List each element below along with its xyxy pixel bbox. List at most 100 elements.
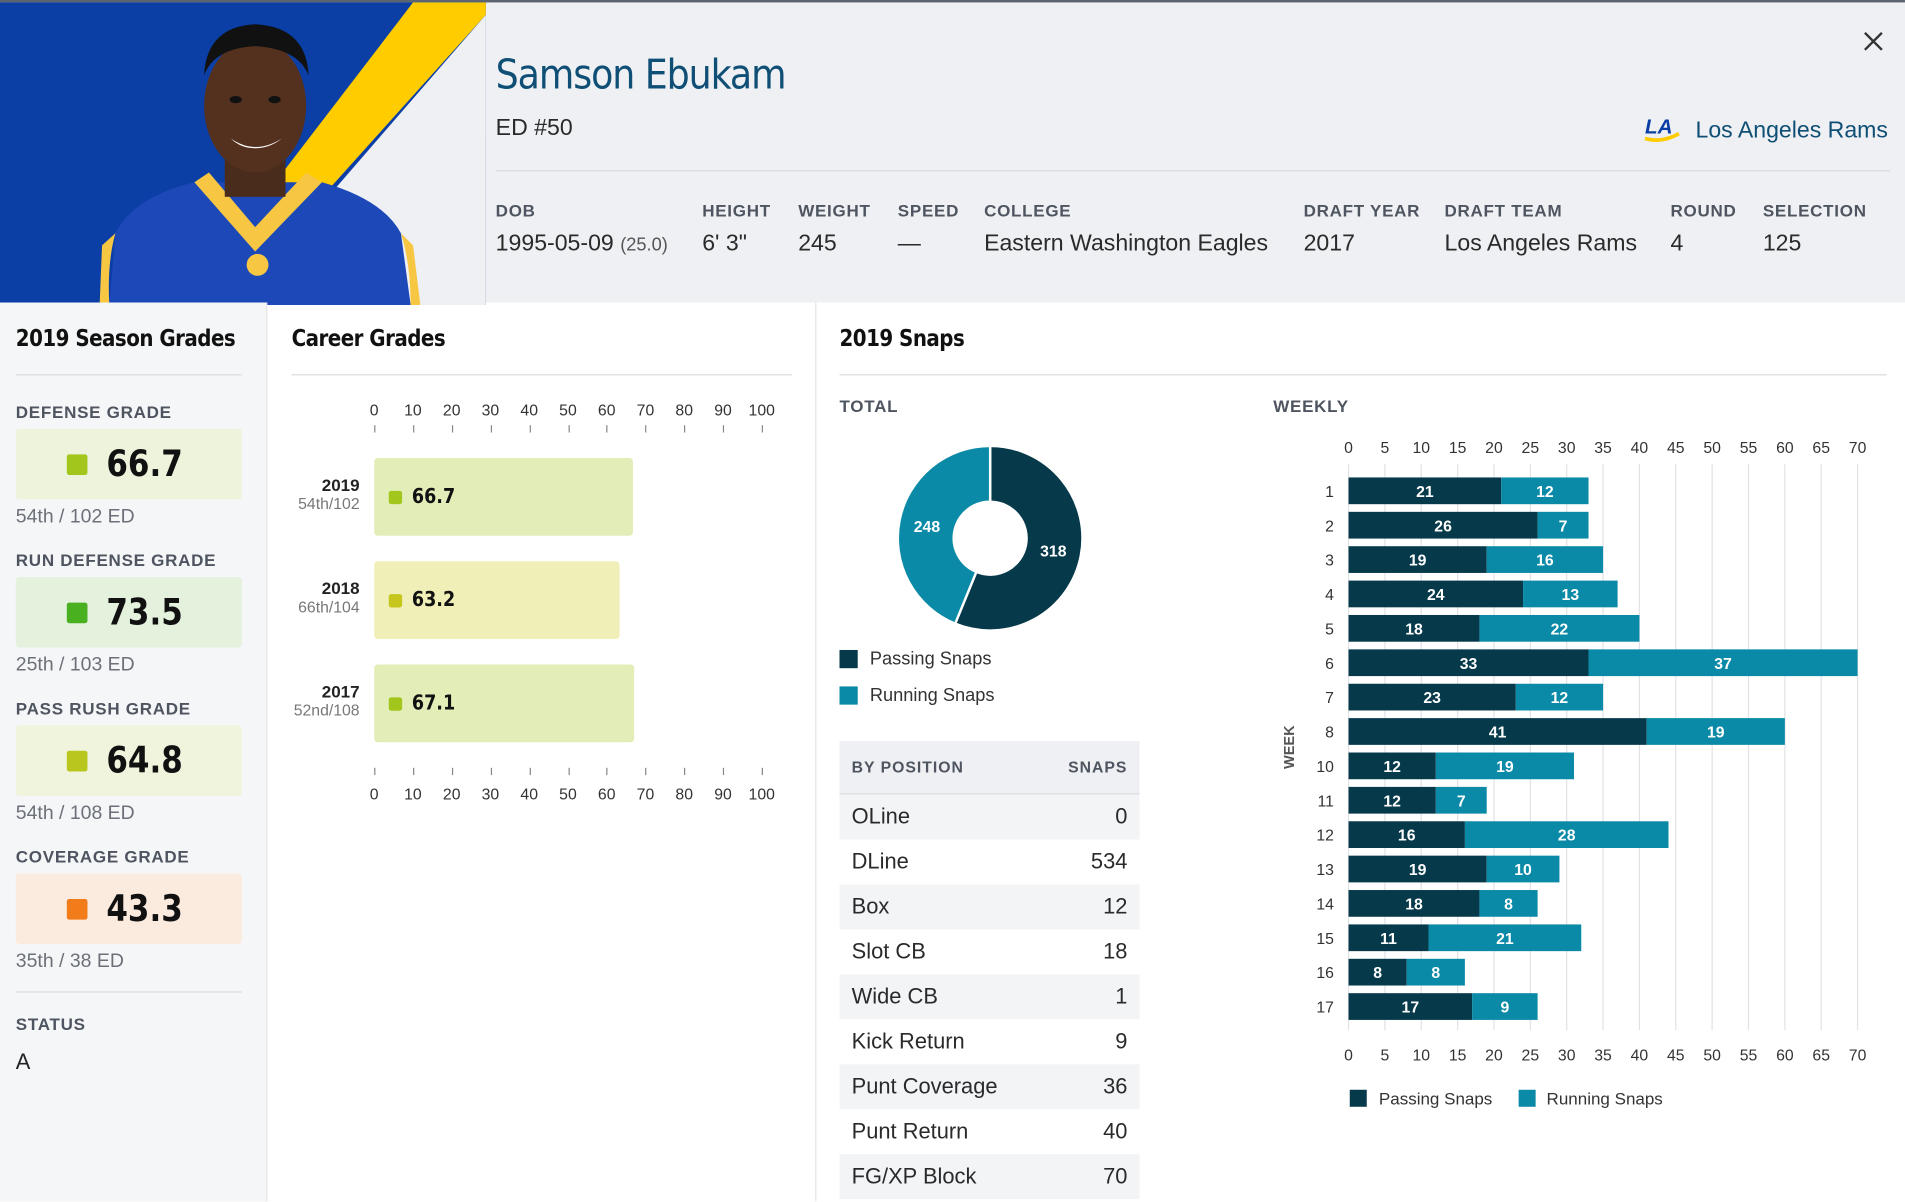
running-bar [1646, 718, 1785, 745]
player-name: Samson Ebukam [495, 51, 787, 100]
career-year-label: 2018 66th/104 [289, 578, 359, 616]
career-axis-tick-label: 100 [748, 400, 775, 420]
position-name: Box [851, 894, 890, 919]
week-label: 5 [1325, 621, 1334, 638]
weekly-axis-tick-label: 10 [1412, 1048, 1430, 1065]
table-row: Kick Return 9 [839, 1019, 1139, 1064]
running-bar [1472, 993, 1538, 1020]
passing-bar-value: 12 [1383, 793, 1401, 810]
weekly-axis-tick-label: 55 [1740, 440, 1758, 457]
position-snaps-table: BY POSITION SNAPS OLine 0 DLine 534 Box 12 Slo… [839, 741, 1140, 1200]
position-name: Slot CB [851, 939, 926, 964]
running-bar-value: 28 [1558, 828, 1576, 845]
divider [839, 374, 1887, 376]
position-name: OLine [851, 804, 911, 829]
career-axis-tick-label: 70 [636, 784, 655, 804]
grade-dot [388, 490, 403, 504]
table-row: Box 12 [839, 884, 1140, 930]
position-name: Punt Coverage [851, 1073, 998, 1099]
weekly-axis-tick-label: 35 [1594, 1048, 1612, 1065]
status-label: STATUS [15, 1014, 86, 1034]
position-name: Wide CB [851, 984, 938, 1009]
meta-draft-year: DRAFT YEAR 2017 [1303, 200, 1421, 257]
weekly-axis-tick-label: 70 [1849, 1048, 1867, 1065]
snaps-title: 2019 Snaps [839, 325, 965, 353]
career-axis-tick [722, 425, 725, 433]
running-bar [1479, 890, 1538, 917]
passing-bar-value: 8 [1373, 965, 1382, 982]
week-label: 2 [1325, 518, 1334, 535]
career-axis-tick [684, 425, 686, 433]
career-year-label: 2017 52nd/108 [289, 682, 360, 720]
running-bar-value: 10 [1514, 862, 1532, 879]
running-bar [1537, 511, 1589, 539]
rams-logo-icon: LA [1640, 112, 1684, 151]
snaps-donut-chart: 318 248 [896, 444, 1084, 632]
position-snaps: 40 [1103, 1118, 1128, 1144]
position-name: DLine [851, 849, 909, 874]
weekly-axis-tick-label: 15 [1449, 1048, 1467, 1065]
passing-bar-value: 19 [1409, 862, 1427, 879]
week-axis-label: WEEK [1282, 725, 1298, 769]
week-label: 8 [1325, 725, 1334, 742]
career-axis-tick-label: 60 [597, 400, 616, 420]
running-bar [1406, 958, 1465, 986]
weekly-axis-tick-label: 25 [1522, 1048, 1540, 1065]
table-row: Slot CB 18 [839, 929, 1139, 974]
career-axis-tick-label: 80 [675, 400, 694, 420]
grade-color-swatch [67, 750, 89, 771]
position-snaps: 70 [1103, 1163, 1128, 1189]
close-button[interactable] [1856, 24, 1890, 58]
team-link[interactable]: LA Los Angeles Rams [1640, 112, 1888, 151]
passing-bar-value: 18 [1405, 621, 1423, 638]
weekly-axis-tick-label: 35 [1594, 440, 1612, 457]
position-snaps: 9 [1115, 1029, 1128, 1054]
passing-bar [1348, 649, 1589, 677]
running-bar-value: 13 [1562, 587, 1580, 604]
position-name: Punt Return [851, 1118, 969, 1144]
running-bar-value: 12 [1551, 690, 1569, 707]
career-rank: 66th/104 [298, 597, 360, 616]
position-snaps: 18 [1103, 939, 1128, 964]
career-axis-tick [490, 425, 492, 433]
divider [15, 991, 242, 993]
career-axis-tick-label: 90 [714, 784, 732, 804]
weekly-axis-tick-label: 0 [1344, 1048, 1353, 1065]
running-bar [1479, 614, 1640, 642]
donut-passing-slice [953, 444, 1084, 632]
status-value: A [15, 1049, 31, 1074]
defense-grade-value: 66.7 [106, 442, 184, 486]
running-bar-value: 21 [1496, 931, 1514, 948]
passing-bar [1348, 580, 1524, 608]
defense-grade-label: DEFENSE GRADE [15, 402, 172, 422]
career-axis-tick [451, 425, 453, 433]
team-name: Los Angeles Rams [1695, 117, 1888, 144]
weekly-axis-tick-label: 60 [1776, 1048, 1794, 1065]
running-bar [1523, 580, 1618, 608]
passing-bar [1348, 821, 1465, 849]
career-axis-tick [684, 767, 686, 776]
career-axis-tick-label: 20 [442, 400, 461, 420]
weekly-axis-tick-label: 20 [1485, 440, 1503, 457]
table-row: Punt Return 40 [839, 1109, 1139, 1154]
passing-bar-value: 21 [1416, 484, 1434, 501]
week-label: 17 [1316, 1000, 1334, 1017]
career-axis-tick [567, 425, 570, 433]
career-rank: 52nd/108 [293, 700, 360, 720]
career-axis-tick [606, 767, 608, 776]
meta-draft-team: DRAFT TEAM Los Angeles Rams [1444, 200, 1637, 257]
running-swatch [839, 686, 858, 705]
donut-running-slice [896, 444, 992, 626]
career-grade-bar: 63.2 [374, 561, 620, 640]
career-axis-tick [645, 425, 647, 433]
career-grades-panel [267, 302, 817, 1202]
passing-bar-value: 24 [1427, 587, 1445, 604]
career-axis-tick-label: 10 [404, 400, 422, 420]
meta-speed: SPEED — [897, 200, 960, 257]
career-axis-tick [761, 425, 763, 433]
weekly-axis-tick-label: 5 [1381, 440, 1390, 457]
career-axis-tick [529, 767, 531, 776]
career-axis-tick-label: 20 [442, 784, 461, 804]
passing-bar-value: 18 [1405, 896, 1423, 913]
career-axis-tick-label: 40 [520, 400, 538, 420]
